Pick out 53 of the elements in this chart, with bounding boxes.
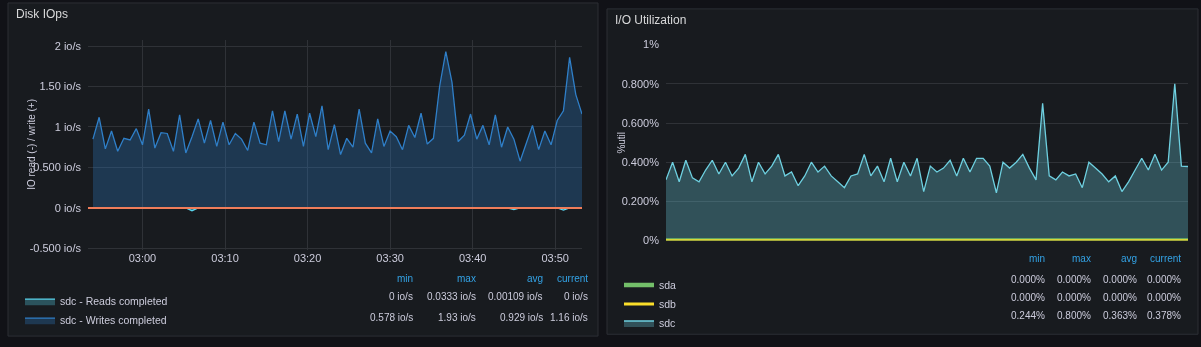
legend-label: sdc (659, 317, 676, 330)
chart-title: Disk IOps (16, 7, 69, 21)
text: avg (527, 273, 544, 284)
text: 0.378% (1147, 310, 1182, 321)
text: 0.0333 io/s (427, 291, 476, 302)
text: max (457, 273, 476, 284)
chart-title: I/O Utilization (615, 13, 687, 27)
y-tick-label: 0.200% (621, 195, 660, 208)
text: 0.578 io/s (370, 312, 414, 323)
y-tick-label: 0% (643, 234, 660, 247)
legend-label: sdc - Reads completed (60, 295, 168, 308)
text: 0.000% (1147, 292, 1182, 303)
text: 0.363% (1103, 310, 1138, 321)
y-tick-label: 0 io/s (54, 201, 82, 214)
text: 0.000% (1103, 274, 1138, 285)
x-tick-label: 03:40 (458, 252, 487, 265)
y-tick-label: 2 io/s (54, 39, 82, 52)
text: 0.244% (1011, 310, 1046, 321)
text: max (1072, 253, 1091, 264)
text: 0.000% (1057, 292, 1092, 303)
text: avg (1121, 253, 1138, 264)
text: 0.929 io/s (500, 312, 544, 323)
text: 0.000% (1011, 292, 1046, 303)
text: 0.000% (1057, 274, 1092, 285)
y-tick-label: -0.500 io/s (29, 242, 82, 255)
text: 1.16 io/s (550, 312, 588, 323)
text: 0 io/s (564, 291, 588, 302)
legend-label: sdb (659, 298, 677, 311)
text: 0.000% (1011, 274, 1046, 285)
text: 0.000% (1147, 274, 1182, 285)
y-tick-label: 1.50 io/s (39, 80, 82, 93)
x-tick-label: 03:00 (128, 252, 157, 265)
text: 1.93 io/s (438, 312, 476, 323)
x-tick-label: 03:20 (293, 252, 322, 265)
y-tick-label: 1 io/s (54, 120, 82, 133)
text: current (557, 273, 589, 284)
y-tick-label: 0.600% (621, 116, 660, 129)
legend-label: sda (659, 279, 677, 292)
text: current (1150, 253, 1182, 264)
x-tick-label: 03:30 (376, 252, 404, 265)
text: min (1029, 253, 1046, 264)
legend-label: sdc - Writes completed (60, 314, 167, 327)
text: 0.00109 io/s (488, 291, 543, 302)
x-tick-label: 03:50 (541, 252, 569, 265)
text: min (397, 273, 414, 284)
y-tick-label: 0.800% (621, 77, 660, 90)
y-tick-label: 0.400% (621, 156, 660, 169)
text: 0.800% (1057, 310, 1092, 321)
y-tick-label: 1% (643, 38, 660, 51)
text: 0.000% (1103, 292, 1138, 303)
text: 0 io/s (389, 291, 413, 302)
y-axis-title: %util (616, 131, 628, 154)
x-tick-label: 03:10 (211, 252, 239, 265)
